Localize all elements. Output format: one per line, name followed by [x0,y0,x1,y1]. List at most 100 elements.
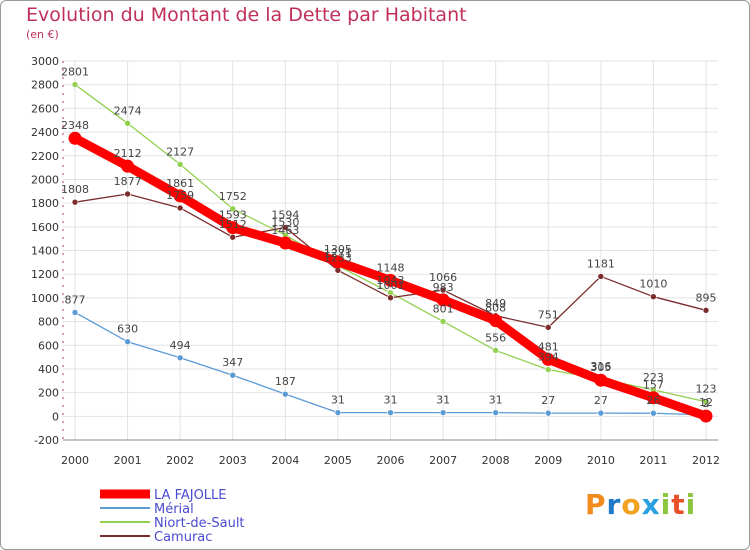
data-label: 1148 [377,261,405,274]
data-label: 1594 [271,209,299,222]
data-label: 481 [538,340,559,353]
data-point [226,221,240,235]
data-label: 2348 [61,119,89,132]
data-point [278,236,292,250]
data-label: 751 [538,308,559,321]
data-label: 1808 [61,183,89,196]
data-label: 801 [433,302,454,315]
data-point [544,409,552,417]
data-point [439,286,447,294]
data-point [544,324,552,331]
y-tick-label: 3000 [31,55,59,68]
data-label: 223 [643,371,664,384]
data-point [282,390,289,398]
data-label: 1530 [271,216,299,229]
data-point [544,366,552,373]
data-point [387,409,394,416]
data-point [439,409,447,416]
x-tick-label: 2012 [692,454,720,467]
data-label: 27 [594,394,608,407]
y-tick-label: 1600 [31,221,59,234]
data-label: 27 [541,394,555,407]
data-point [439,318,447,325]
data-label: 1752 [219,190,247,203]
data-point [384,273,397,287]
data-label: 12 [699,396,713,409]
axes: -200 0 200 400 600 800 1000 1200 1400 1600 1800 200… [31,55,720,467]
y-tick-label: 2200 [31,150,59,163]
data-point [71,309,79,316]
x-tick-label: 2007 [429,454,457,467]
data-point [229,371,237,379]
data-label: 630 [117,323,138,336]
x-tick-label: 2002 [166,454,194,467]
data-point [173,189,187,203]
data-label: 1877 [114,175,142,188]
data-label: 556 [485,331,506,344]
data-label: 1010 [639,278,667,291]
data-label: 1181 [587,257,615,270]
data-label: 123 [696,383,717,396]
data-label: 394 [538,351,559,364]
data-label: 1233 [324,251,352,264]
data-point [387,294,394,302]
proxiti-logo: Proxiti [585,488,697,521]
data-point [334,409,342,416]
data-point [489,314,503,328]
data-label: 31 [331,394,345,407]
data-label: 983 [433,281,454,294]
x-tick-label: 2010 [587,454,615,467]
x-tick-label: 2001 [114,454,142,467]
data-label: 2127 [166,145,194,158]
y-tick-label: 2800 [31,79,59,92]
data-point [492,347,499,354]
data-label: 31 [436,394,450,407]
legend-label: LA FAJOLLE [154,488,227,503]
data-point [121,159,135,173]
data-label: 1043 [377,274,405,287]
x-tick-label: 2008 [482,454,510,467]
data-point [282,224,289,231]
chart-title: Evolution du Montant de la Dette par Hab… [26,4,467,26]
data-point [699,409,713,423]
data-label: 849 [485,297,506,310]
y-tick-label: 1400 [31,245,59,258]
data-point [594,373,608,387]
x-tick-label: 2011 [639,454,667,467]
data-point [650,409,657,417]
x-tick-label: 2004 [271,454,299,467]
y-tick-label: 1800 [31,197,59,210]
data-point [702,398,710,406]
data-point [650,293,657,300]
y-tick-label: 1200 [31,268,59,281]
data-label: 877 [65,293,86,306]
data-label: 31 [489,394,503,407]
chart-subtitle: (en €) [26,28,59,41]
data-label: 187 [275,375,296,388]
data-label: 2801 [61,66,89,79]
y-tick-label: 400 [38,363,59,376]
y-tick-label: 2000 [31,173,59,186]
data-label: 305 [590,361,611,374]
data-label: 1861 [166,177,194,190]
x-tick-label: 2009 [534,454,562,467]
data-point [229,233,237,241]
data-point [646,391,660,405]
data-point [702,307,710,314]
data-label: 2 [703,397,710,410]
data-point [541,352,555,366]
x-tick-label: 2003 [219,454,247,467]
data-label: 1271 [324,247,352,260]
data-label: 1001 [377,279,405,292]
data-point [124,190,131,198]
y-tick-label: 2400 [31,126,59,139]
x-tick-label: 2005 [324,454,352,467]
data-point [331,255,345,269]
legend-label: Niort-de-Sault [154,516,245,531]
data-label: 2474 [114,104,142,117]
labels-layer: 2348 2112 1861 1593 1463 1305 1148 983 808 481 305… [61,66,717,411]
data-point [71,81,79,88]
data-point [124,338,131,345]
